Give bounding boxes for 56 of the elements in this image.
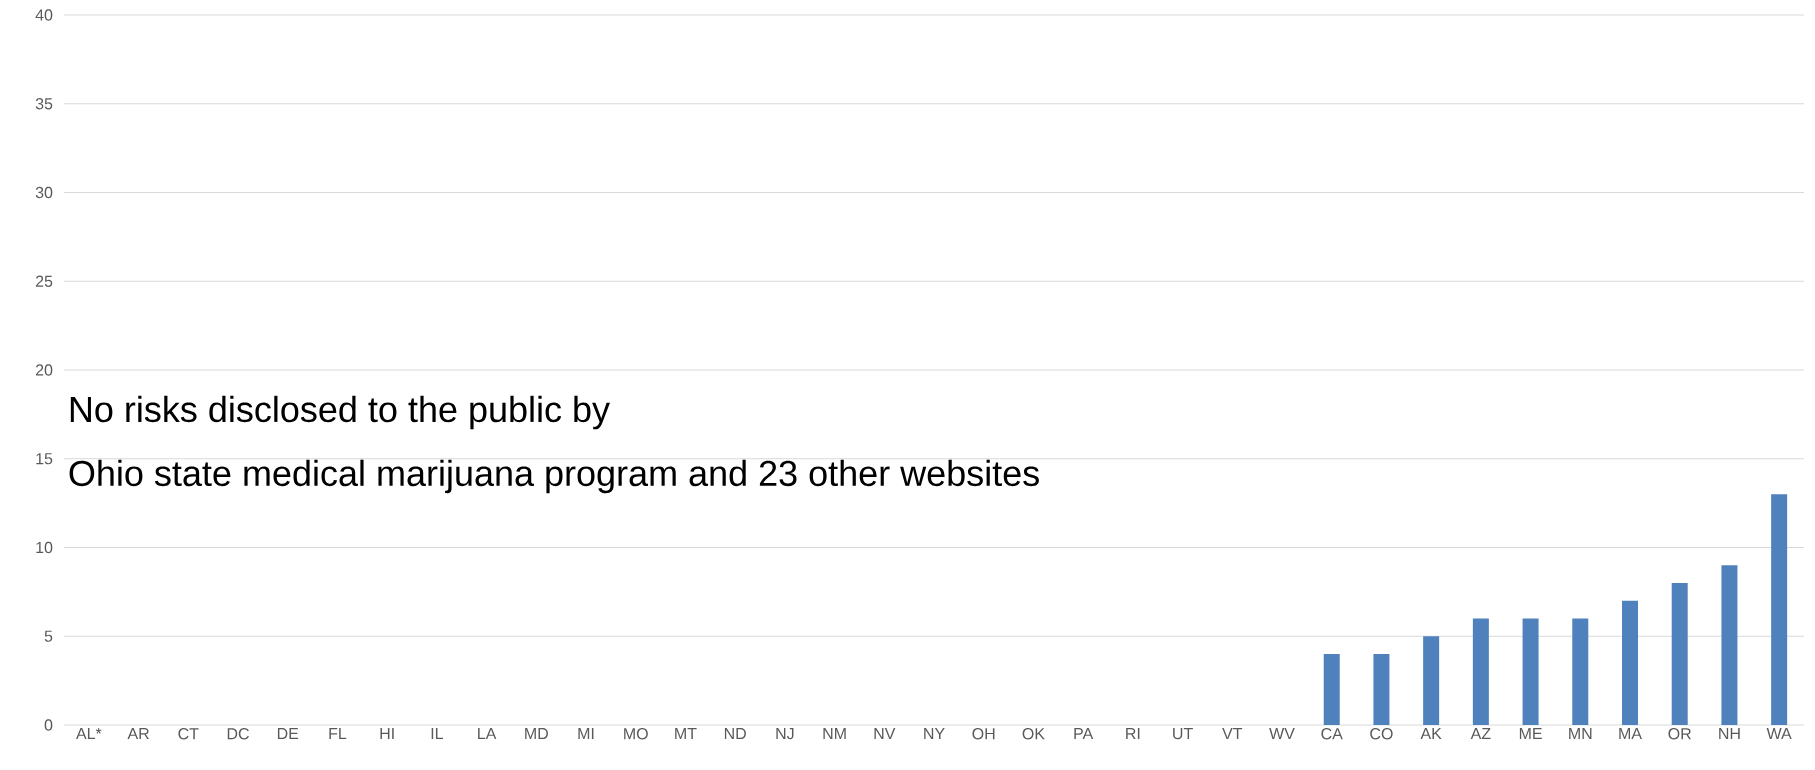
x-tick-label: NY bbox=[924, 728, 945, 740]
x-tick-label: NH bbox=[1719, 728, 1740, 740]
x-tick-label: CT bbox=[178, 728, 199, 740]
x-tick-label: CA bbox=[1321, 728, 1343, 740]
y-tick-label: 35 bbox=[35, 98, 53, 110]
x-tick-label: NM bbox=[823, 728, 846, 740]
annotation: No risks disclosed to the public by bbox=[70, 395, 610, 430]
y-tick-label: 30 bbox=[35, 186, 53, 199]
x-tick-label: AK bbox=[1420, 728, 1442, 740]
x-tick-label: HI bbox=[380, 728, 394, 740]
y-tick-label: 10 bbox=[36, 541, 53, 554]
x-tick-label: AR bbox=[127, 728, 149, 740]
x-tick-label: MI bbox=[578, 728, 594, 740]
x-tick-label: RI bbox=[1126, 728, 1140, 740]
annotation: Ohio state medical marijuana program and 23 other websites bbox=[69, 459, 1039, 494]
bar bbox=[1323, 653, 1340, 725]
x-tick-label: FL bbox=[329, 728, 347, 740]
x-tick-label: PA bbox=[1074, 728, 1094, 740]
x-tick-label: OK bbox=[1022, 728, 1045, 740]
bar bbox=[1423, 636, 1440, 725]
x-tick-label: CO bbox=[1370, 728, 1393, 740]
bar bbox=[1522, 618, 1539, 725]
x-tick-label: MN bbox=[1569, 728, 1592, 740]
y-tick-label: 40 bbox=[35, 9, 53, 21]
x-tick-label: UT bbox=[1173, 728, 1193, 740]
x-tick-label: NV bbox=[874, 728, 896, 740]
x-tick-label: AZ bbox=[1470, 728, 1491, 740]
x-tick-label: WV bbox=[1269, 728, 1295, 740]
x-tick-label: MD bbox=[525, 728, 548, 740]
y-tick-label: 0 bbox=[44, 719, 53, 731]
bar bbox=[1572, 618, 1589, 725]
x-tick-label: ME bbox=[1519, 728, 1542, 740]
x-tick-label: WA bbox=[1766, 728, 1792, 740]
bar bbox=[1373, 653, 1390, 725]
y-tick-label: 15 bbox=[36, 453, 53, 465]
x-tick-label: VT bbox=[1222, 728, 1243, 740]
x-tick-label: IL bbox=[431, 728, 444, 740]
x-tick-label: AL* bbox=[76, 728, 102, 740]
y-tick-label: 25 bbox=[35, 275, 53, 287]
x-tick-label: MO bbox=[624, 728, 648, 740]
bar bbox=[1472, 618, 1489, 725]
x-tick-label: MA bbox=[1619, 728, 1642, 740]
bar bbox=[1671, 582, 1688, 725]
bar bbox=[1721, 565, 1738, 725]
x-tick-label: OR bbox=[1668, 728, 1691, 740]
y-tick-label: 5 bbox=[44, 630, 53, 642]
bar bbox=[1622, 600, 1638, 725]
x-tick-label: OH bbox=[972, 728, 995, 740]
x-tick-label: NJ bbox=[776, 728, 794, 740]
y-tick-label: 20 bbox=[35, 364, 53, 376]
x-tick-label: ND bbox=[724, 728, 746, 740]
x-tick-label: LA bbox=[478, 728, 497, 740]
x-tick-label: MT bbox=[675, 728, 697, 740]
x-tick-label: DC bbox=[227, 728, 249, 740]
bar bbox=[1771, 494, 1788, 725]
x-tick-label: DE bbox=[277, 728, 299, 740]
